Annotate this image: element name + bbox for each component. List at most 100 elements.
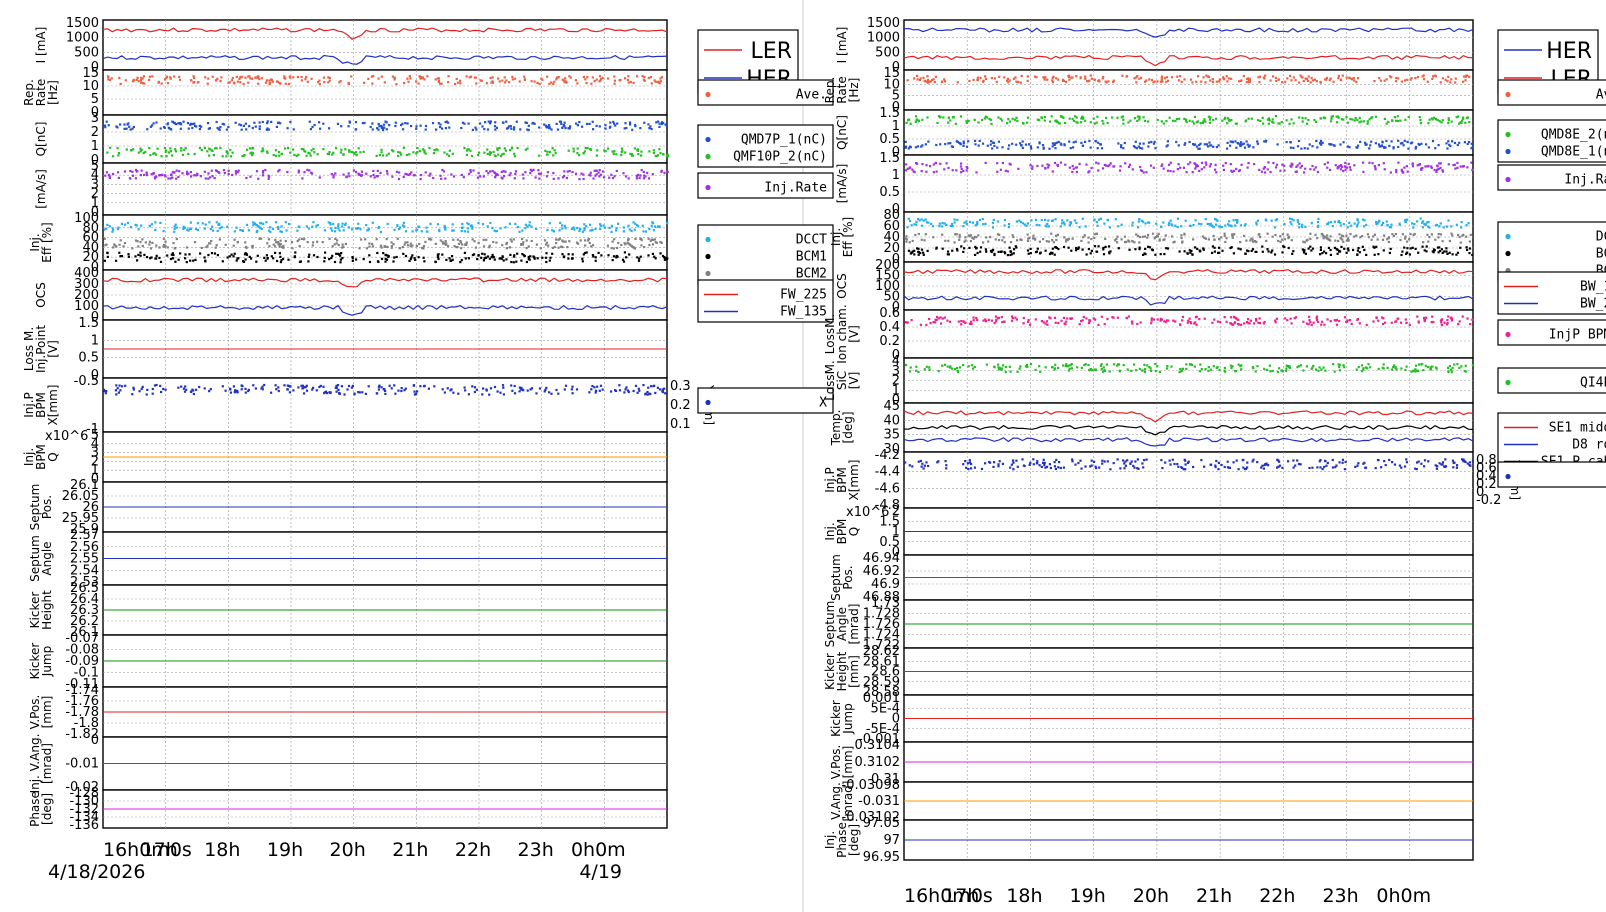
trace-dot — [924, 233, 927, 236]
trace-dot — [469, 149, 472, 152]
trace-dot — [211, 225, 214, 228]
trace-dot — [135, 78, 138, 81]
trace-dot — [465, 241, 468, 244]
trace-dot — [528, 221, 531, 224]
trace-dot — [354, 121, 358, 124]
trace-dot — [423, 151, 426, 154]
trace-dot — [629, 152, 632, 155]
trace-dot — [434, 242, 437, 245]
trace-dot — [1375, 316, 1378, 320]
trace-dot — [1087, 322, 1090, 325]
trace-dot — [501, 121, 505, 124]
trace-dot — [919, 77, 922, 80]
trace-dot — [354, 128, 357, 131]
trace-dot — [599, 227, 602, 231]
trace-dot — [1240, 141, 1243, 144]
y-axis-label-line: [V] — [46, 340, 60, 358]
trace-dot — [1088, 139, 1091, 143]
trace-dot — [996, 170, 999, 173]
trace-dots-qi4e-d — [905, 363, 1474, 374]
trace-dot — [366, 229, 369, 232]
trace-dot — [210, 169, 213, 172]
trace-dot — [402, 146, 405, 149]
trace-dot — [189, 259, 192, 262]
trace-dot — [1030, 147, 1033, 150]
trace-dot — [590, 245, 593, 248]
trace-dot — [416, 390, 419, 393]
trace-dot — [336, 239, 339, 242]
trace-dot — [351, 256, 354, 259]
trace-dot — [1203, 143, 1206, 146]
trace-dot — [1292, 146, 1295, 149]
trace-dot — [545, 241, 549, 244]
y-tick-label: 2.55 — [70, 552, 99, 567]
trace-dot — [265, 79, 268, 82]
trace-dot — [959, 115, 963, 118]
trace-dot — [228, 81, 231, 84]
trace-dot — [105, 390, 108, 393]
trace-dot — [235, 75, 238, 78]
y-tick-label: 0 — [892, 145, 900, 160]
trace-dot — [1341, 238, 1344, 241]
trace-dot — [1469, 323, 1472, 326]
trace-dot — [546, 171, 549, 174]
trace-dot — [236, 389, 239, 392]
trace-dot — [577, 242, 580, 245]
trace-dot — [471, 225, 474, 229]
trace-dot — [245, 128, 248, 131]
trace-dot — [1468, 247, 1472, 250]
y-tick-label: 0 — [892, 100, 900, 115]
trace-dot — [921, 144, 924, 147]
trace-dot — [995, 80, 998, 84]
trace-dot — [993, 144, 996, 147]
trace-dot — [1161, 80, 1164, 83]
trace-dot — [297, 238, 301, 241]
trace-dot — [975, 247, 978, 250]
trace-dot — [1346, 237, 1350, 240]
trace-dot — [485, 82, 488, 85]
trace-dot — [1211, 80, 1215, 84]
trace-dot — [647, 177, 651, 180]
trace-dot — [1267, 250, 1270, 253]
trace-dot — [330, 173, 333, 176]
trace-dot — [1397, 139, 1400, 142]
trace-dot — [406, 241, 409, 244]
legend-entry-label: Inj.Rate — [1564, 173, 1606, 188]
trace-dot — [1417, 320, 1420, 323]
trace-dot — [390, 246, 393, 249]
trace-dot — [315, 225, 318, 228]
trace-dot — [1009, 241, 1013, 244]
trace-dot — [470, 154, 474, 158]
legend-box — [1497, 271, 1606, 315]
trace-dot — [929, 322, 932, 325]
trace-dot — [152, 172, 155, 175]
trace-dot — [1383, 79, 1386, 82]
trace-dot — [355, 154, 358, 157]
trace-dot — [132, 386, 135, 389]
trace-dot — [498, 80, 501, 83]
trace-dot — [451, 255, 454, 258]
trace-dot — [1161, 163, 1164, 166]
trace-dot — [998, 75, 1001, 78]
trace-dot — [479, 175, 482, 178]
trace-dot — [191, 388, 194, 391]
trace-dot — [1387, 120, 1390, 123]
trace-dot — [1239, 79, 1242, 82]
trace-dot — [418, 242, 421, 246]
trace-dot — [974, 253, 977, 256]
trace-dot — [1271, 249, 1274, 252]
trace-dot — [1084, 77, 1087, 80]
trace-dot — [490, 255, 493, 259]
trace-dot — [1148, 366, 1151, 369]
trace-dot — [1009, 253, 1012, 257]
trace-dot — [1251, 366, 1254, 369]
trace-dot — [1075, 75, 1078, 78]
trace-dot — [1392, 147, 1395, 150]
trace-dot — [1068, 78, 1071, 81]
trace-dot — [1279, 169, 1282, 172]
trace-dot — [468, 76, 471, 79]
trace-dot — [371, 221, 374, 224]
trace-dot — [216, 254, 219, 257]
trace-dot — [1400, 253, 1403, 257]
trace-dot — [624, 175, 628, 178]
